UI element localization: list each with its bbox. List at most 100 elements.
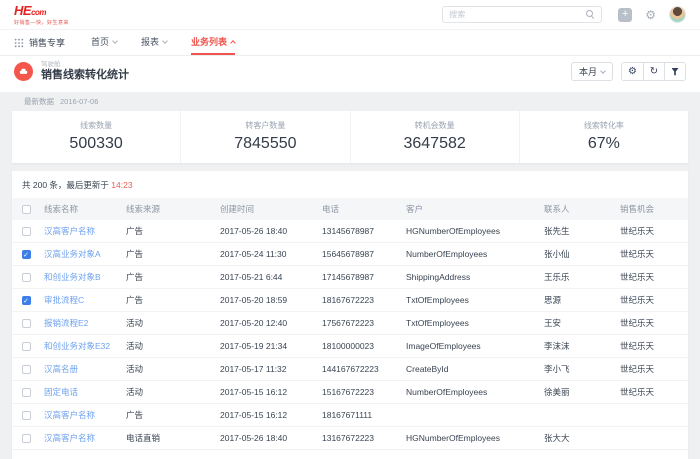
lead-created: 2017-05-24 11:30 [216, 242, 318, 265]
lead-customer: HGNumberOfEmployees [402, 220, 540, 243]
row-checkbox[interactable] [22, 342, 31, 351]
lead-source: 广告 [122, 242, 216, 265]
lead-created: 2017-05-21 6:44 [216, 265, 318, 288]
stat-conversion-rate: 线索转化率 67% [519, 111, 688, 163]
col-contact: 联系人 [540, 198, 616, 220]
lead-name-link[interactable]: 汉高客户名称 [44, 226, 95, 236]
lead-created: 2017-05-20 12:40 [216, 311, 318, 334]
section-header: 驾驶舱 销售线索转化统计 本月 ⚙ ↻ [0, 56, 700, 92]
lead-created: 2017-05-19 21:34 [216, 334, 318, 357]
row-checkbox[interactable] [22, 319, 31, 328]
lead-contact: 李小飞 [540, 357, 616, 380]
lead-contact: 徐美丽 [540, 380, 616, 403]
lead-phone: 15167672223 [318, 380, 402, 403]
tab-business-list[interactable]: 业务列表 [191, 30, 235, 55]
lead-phone: 13145678987 [318, 220, 402, 243]
lead-phone: 144167672223 [318, 357, 402, 380]
lead-customer: HGNumberOfEmployees [402, 426, 540, 449]
lead-source: 广告 [122, 288, 216, 311]
period-select[interactable]: 本月 [571, 62, 613, 81]
row-checkbox[interactable] [22, 273, 31, 282]
lead-source: 广告 [122, 220, 216, 243]
row-checkbox[interactable] [22, 227, 31, 236]
chevron-up-icon [230, 40, 236, 46]
lead-customer: TxtOfEmployees [402, 288, 540, 311]
table-row: 固定电话 活动2017-05-15 16:1215167672223NumberO… [12, 380, 688, 403]
latest-data-label: 最新数据 [24, 96, 54, 107]
lead-source: 电话直销 [122, 426, 216, 449]
lead-customer: ImageOfEmployees [402, 334, 540, 357]
row-checkbox[interactable] [22, 388, 31, 397]
search-input[interactable] [449, 10, 586, 19]
lead-contact: 王安 [540, 311, 616, 334]
lead-phone: 17145678987 [318, 265, 402, 288]
row-checkbox[interactable] [22, 411, 31, 420]
lead-name-link[interactable]: 和创业务对象E32 [44, 341, 110, 351]
search-icon[interactable] [586, 10, 595, 19]
select-all-checkbox[interactable] [22, 205, 31, 214]
lead-opportunity: 世纪乐天 [616, 380, 688, 403]
lead-opportunity [616, 426, 688, 449]
section-category: 驾驶舱 [41, 61, 129, 69]
lead-customer: NumberOfEmployees [402, 242, 540, 265]
lead-phone: 13167672223 [318, 426, 402, 449]
leads-table-body: 汉高客户名称广告2017-05-26 18:4013145678987HGNum… [12, 220, 688, 450]
lead-opportunity: 世纪乐天 [616, 288, 688, 311]
search-box[interactable] [442, 6, 602, 23]
add-icon[interactable]: + [618, 8, 632, 22]
lead-created: 2017-05-15 16:12 [216, 380, 318, 403]
lead-name-link[interactable]: 和创业务对象B [44, 272, 101, 282]
lead-opportunity [616, 403, 688, 426]
latest-data-date: 2016-07-06 [60, 97, 98, 106]
leads-table: 线索名称 线索来源 创建时间 电话 客户 联系人 销售机会 汉高客户名称广告20… [12, 198, 688, 450]
avatar[interactable] [669, 6, 686, 23]
gear-icon[interactable]: ⚙ [645, 9, 656, 21]
lead-opportunity: 世纪乐天 [616, 357, 688, 380]
table-row: 汉高名册活动2017-05-17 11:32144167672223Create… [12, 357, 688, 380]
settings-button[interactable]: ⚙ [622, 63, 643, 80]
refresh-button[interactable]: ↻ [643, 63, 664, 80]
lead-name-link[interactable]: 汉高客户名称 [44, 410, 95, 420]
brand-logo[interactable]: HEcom 好销售—快，好生意来 [14, 3, 69, 26]
brand-logo-text: HEcom [14, 3, 69, 19]
lead-phone: 17567672223 [318, 311, 402, 334]
lead-source: 广告 [122, 403, 216, 426]
chevron-down-icon [162, 38, 168, 44]
toolbar-button-group: ⚙ ↻ [621, 62, 686, 81]
row-checkbox[interactable] [22, 365, 31, 374]
lead-source: 广告 [122, 265, 216, 288]
lead-source: 活动 [122, 380, 216, 403]
page-title: 销售线索转化统计 [41, 69, 129, 83]
lead-customer: NumberOfEmployees [402, 380, 540, 403]
lead-name-link[interactable]: 审批流程C [44, 295, 84, 305]
stats-card: 线索数量 500330 转客户数量 7845550 转机会数量 3647582 … [12, 111, 688, 163]
table-summary: 共 200 条，最后更新于 14:23 [12, 171, 688, 198]
filter-button[interactable] [664, 63, 685, 80]
table-row: 汉高客户名称广告2017-05-26 18:4013145678987HGNum… [12, 220, 688, 243]
lead-name-link[interactable]: 报销流程E2 [44, 318, 88, 328]
table-row: 和创业务对象B广告2017-05-21 6:4417145678987Shipp… [12, 265, 688, 288]
lead-source: 活动 [122, 334, 216, 357]
workspace-switcher[interactable]: 销售专享 [14, 30, 65, 55]
lead-name-link[interactable]: 固定电话 [44, 387, 78, 397]
col-lead-name: 线索名称 [40, 198, 122, 220]
row-checkbox[interactable]: ✓ [22, 296, 31, 305]
tab-reports[interactable]: 报表 [141, 30, 167, 55]
lead-contact: 王乐乐 [540, 265, 616, 288]
lead-created: 2017-05-20 18:59 [216, 288, 318, 311]
lead-name-link[interactable]: 汉高业务对象A [44, 249, 101, 259]
last-updated-time: 14:23 [111, 180, 132, 190]
stat-converted-customers: 转客户数量 7845550 [180, 111, 349, 163]
lead-name-link[interactable]: 汉高客户名称 [44, 433, 95, 443]
lead-name-link[interactable]: 汉高名册 [44, 364, 78, 374]
row-checkbox[interactable]: ✓ [22, 250, 31, 259]
refresh-icon: ↻ [650, 67, 658, 77]
apps-grid-icon [14, 38, 24, 48]
row-checkbox[interactable] [22, 434, 31, 443]
tab-home[interactable]: 首页 [91, 30, 117, 55]
col-created-time: 创建时间 [216, 198, 318, 220]
lead-opportunity: 世纪乐天 [616, 220, 688, 243]
lead-phone: 18167671111 [318, 403, 402, 426]
lead-phone: 18100000023 [318, 334, 402, 357]
lead-opportunity: 世纪乐天 [616, 334, 688, 357]
